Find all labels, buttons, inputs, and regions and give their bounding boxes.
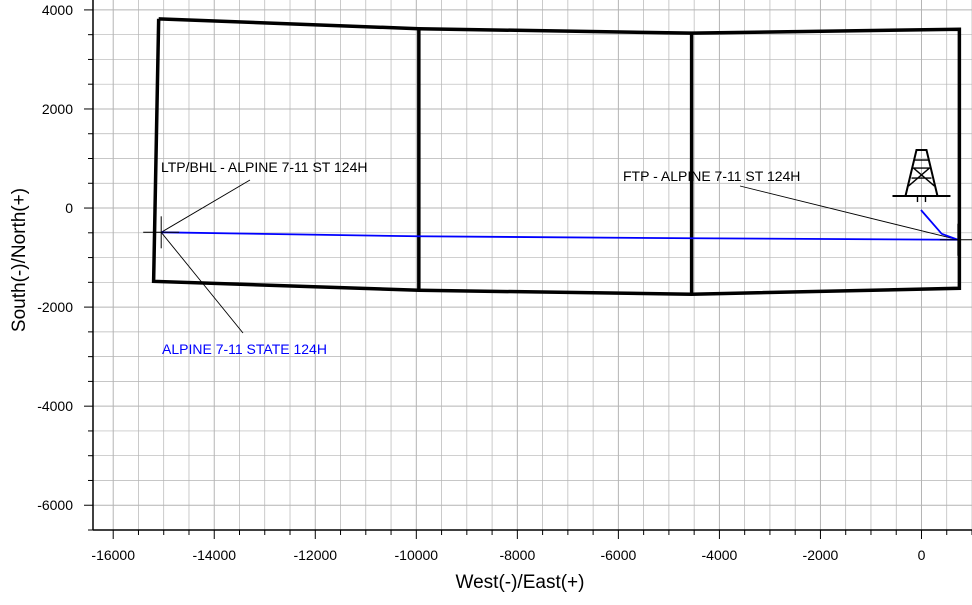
axes (92, 0, 972, 531)
x-tick-label: -14000 (192, 547, 236, 563)
label-leader-lines (160, 179, 958, 334)
x-tick-label: -12000 (293, 547, 337, 563)
bhl-target-label: LTP/BHL - ALPINE 7-11 ST 124H (161, 159, 367, 175)
x-tick-label: -2000 (803, 547, 839, 563)
y-tick-label: -4000 (37, 398, 73, 414)
y-tick-labels: -6000 -4000 -2000 0 2000 4000 (37, 2, 93, 531)
x-tick-label: -4000 (702, 547, 738, 563)
wellpath-label-leader (160, 232, 244, 334)
x-tick-labels: -16000 -14000 -12000 -10000 -8000 -6000 -4000 -… (91, 530, 972, 563)
lease-boundaries (151, 17, 962, 296)
x-tick-label: -6000 (600, 547, 636, 563)
x-tick-label: -16000 (91, 547, 135, 563)
lease-boundary-outline (151, 17, 962, 296)
y-tick-label: 0 (65, 200, 73, 216)
y-tick-label: -6000 (37, 497, 73, 513)
minor-grid (93, 0, 972, 531)
x-tick-label: -8000 (499, 547, 535, 563)
y-tick-label: 4000 (42, 2, 73, 18)
y-axis-title: South(-)/North(+) (9, 188, 30, 332)
ftp-label-leader (739, 185, 958, 241)
annotation-labels: LTP/BHL - ALPINE 7-11 ST 124H FTP - ALPI… (161, 159, 800, 357)
rig-derrick (904, 149, 939, 197)
major-grid (93, 0, 972, 530)
x-axis-title: West(-)/East(+) (456, 572, 585, 593)
wellpath-line (161, 209, 959, 241)
x-tick-label: 0 (918, 547, 926, 563)
y-tick-label: 2000 (42, 101, 73, 117)
target-markers (143, 216, 972, 256)
wellpath-name-label: ALPINE 7-11 STATE 124H (162, 341, 327, 357)
y-tick-label: -2000 (37, 299, 73, 315)
x-tick-label: -10000 (395, 547, 439, 563)
wellpath-series (161, 209, 959, 241)
rig-bracing (908, 167, 935, 187)
ftp-target-label: FTP - ALPINE 7-11 ST 124H (623, 168, 800, 184)
drilling-rig-icon (892, 149, 951, 203)
bhl-label-leader (160, 179, 251, 233)
